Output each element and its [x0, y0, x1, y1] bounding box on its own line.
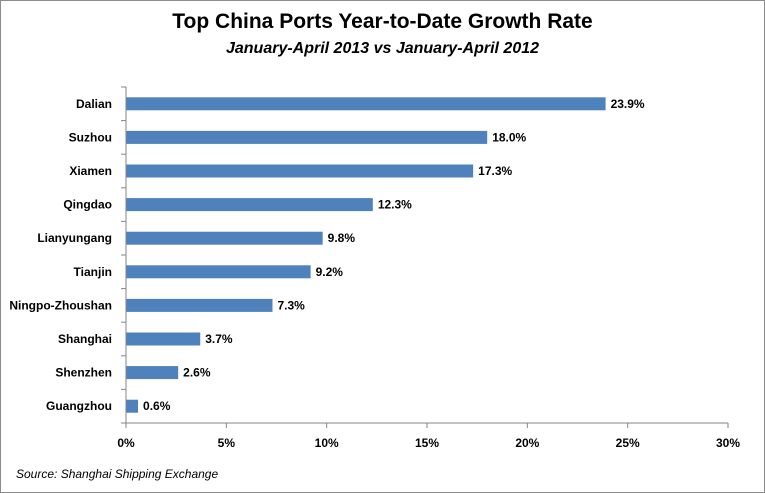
bar-shenzhen	[126, 366, 179, 380]
category-label: Tianjin	[74, 265, 112, 279]
category-label: Lianyungang	[37, 231, 112, 245]
data-label: 3.7%	[205, 332, 233, 346]
bar-lianyungang	[126, 231, 323, 245]
data-label: 7.3%	[277, 298, 305, 312]
x-tick-label: 20%	[515, 436, 539, 450]
axes-group	[121, 86, 729, 428]
category-label: Guangzhou	[46, 399, 112, 413]
category-label: Shanghai	[58, 332, 112, 346]
bar-suzhou	[126, 130, 488, 144]
data-label: 23.9%	[611, 97, 645, 111]
data-label: 18.0%	[492, 130, 526, 144]
category-label: Dalian	[76, 97, 112, 111]
data-label: 9.8%	[328, 231, 356, 245]
bars-group	[126, 97, 606, 413]
data-label: 2.6%	[183, 366, 211, 380]
category-label: Shenzhen	[55, 366, 112, 380]
bar-guangzhou	[126, 399, 139, 413]
category-label: Qingdao	[63, 198, 112, 212]
category-label: Xiamen	[69, 164, 112, 178]
chart-title: Top China Ports Year-to-Date Growth Rate	[172, 10, 593, 33]
data-label: 9.2%	[316, 265, 344, 279]
bar-ningpo-zhoushan	[126, 298, 273, 312]
data-label: 12.3%	[378, 198, 412, 212]
bar-tianjin	[126, 265, 311, 279]
data-label: 17.3%	[478, 164, 512, 178]
bar-dalian	[126, 97, 606, 111]
x-tick-label: 30%	[716, 436, 740, 450]
labels-group: Dalian 23.9% Suzhou 18.0% Xiamen 17.3% Qingdao…	[9, 97, 740, 450]
data-label: 0.6%	[143, 399, 171, 413]
x-tick-label: 0%	[117, 436, 135, 450]
source-note: Source: Shanghai Shipping Exchange	[16, 467, 219, 481]
x-tick-label: 10%	[315, 436, 339, 450]
x-tick-label: 25%	[616, 436, 640, 450]
x-tick-label: 15%	[415, 436, 439, 450]
category-label: Suzhou	[69, 130, 112, 144]
x-tick-label: 5%	[218, 436, 236, 450]
chart-subtitle: January-April 2013 vs January-April 2012	[225, 40, 540, 57]
bar-qingdao	[126, 198, 373, 212]
bar-shanghai	[126, 332, 201, 346]
bar-xiamen	[126, 164, 474, 178]
category-label: Ningpo-Zhoushan	[9, 298, 112, 312]
